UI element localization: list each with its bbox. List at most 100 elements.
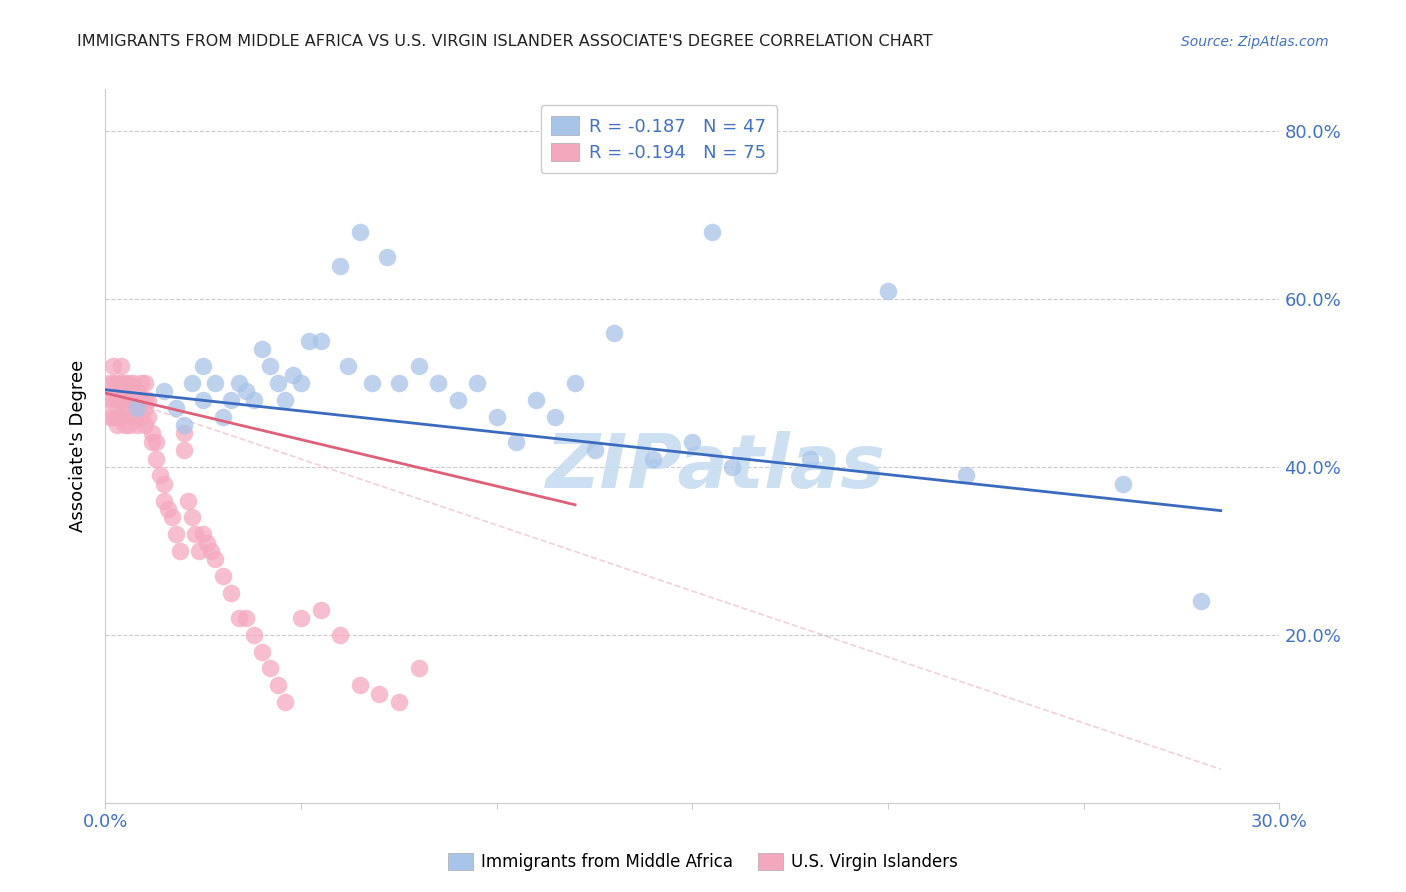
Point bbox=[193, 392, 215, 407]
Point bbox=[110, 409, 132, 424]
Point bbox=[375, 250, 398, 264]
Point bbox=[118, 417, 141, 432]
Point bbox=[180, 510, 202, 524]
Point bbox=[98, 409, 121, 424]
Point bbox=[98, 376, 121, 390]
Point bbox=[700, 225, 723, 239]
Point bbox=[141, 426, 163, 441]
Point bbox=[583, 443, 606, 458]
Point bbox=[138, 409, 160, 424]
Point bbox=[266, 678, 288, 692]
Legend: Immigrants from Middle Africa, U.S. Virgin Islanders: Immigrants from Middle Africa, U.S. Virg… bbox=[440, 845, 966, 880]
Point bbox=[643, 451, 665, 466]
Point bbox=[388, 376, 411, 390]
Point bbox=[298, 334, 321, 348]
Point bbox=[125, 401, 148, 416]
Point bbox=[129, 392, 152, 407]
Point bbox=[134, 401, 156, 416]
Point bbox=[243, 628, 266, 642]
Point bbox=[173, 443, 195, 458]
Point bbox=[105, 376, 128, 390]
Point bbox=[145, 434, 167, 449]
Point bbox=[149, 468, 172, 483]
Point bbox=[103, 359, 125, 374]
Point bbox=[105, 417, 128, 432]
Point bbox=[160, 510, 183, 524]
Point bbox=[211, 569, 233, 583]
Point bbox=[564, 376, 586, 390]
Point bbox=[235, 611, 257, 625]
Point bbox=[427, 376, 450, 390]
Point bbox=[485, 409, 508, 424]
Point bbox=[153, 493, 176, 508]
Point bbox=[110, 359, 132, 374]
Point bbox=[228, 611, 250, 625]
Point bbox=[329, 628, 352, 642]
Point bbox=[408, 359, 430, 374]
Point bbox=[110, 392, 132, 407]
Point bbox=[173, 417, 195, 432]
Point bbox=[290, 611, 312, 625]
Point bbox=[103, 376, 125, 390]
Point bbox=[250, 645, 273, 659]
Point bbox=[955, 468, 977, 483]
Point bbox=[103, 392, 125, 407]
Point bbox=[408, 661, 430, 675]
Point bbox=[184, 527, 207, 541]
Point bbox=[125, 384, 148, 399]
Point bbox=[720, 460, 742, 475]
Point bbox=[219, 392, 242, 407]
Point bbox=[204, 376, 226, 390]
Point bbox=[121, 409, 143, 424]
Point bbox=[134, 376, 156, 390]
Point bbox=[118, 376, 141, 390]
Point bbox=[129, 376, 152, 390]
Y-axis label: Associate's Degree: Associate's Degree bbox=[69, 359, 87, 533]
Point bbox=[134, 392, 156, 407]
Point bbox=[1189, 594, 1212, 608]
Point bbox=[505, 434, 527, 449]
Point bbox=[134, 417, 156, 432]
Point bbox=[235, 384, 257, 399]
Point bbox=[200, 544, 222, 558]
Point bbox=[211, 409, 233, 424]
Point bbox=[309, 334, 332, 348]
Text: Source: ZipAtlas.com: Source: ZipAtlas.com bbox=[1181, 35, 1329, 49]
Point bbox=[118, 392, 141, 407]
Point bbox=[165, 401, 187, 416]
Point bbox=[105, 409, 128, 424]
Point bbox=[153, 476, 176, 491]
Point bbox=[446, 392, 468, 407]
Point bbox=[110, 376, 132, 390]
Point bbox=[193, 527, 215, 541]
Point bbox=[360, 376, 382, 390]
Point bbox=[259, 359, 281, 374]
Point bbox=[98, 392, 121, 407]
Point bbox=[180, 376, 202, 390]
Legend: R = -0.187   N = 47, R = -0.194   N = 75: R = -0.187 N = 47, R = -0.194 N = 75 bbox=[541, 105, 778, 173]
Point bbox=[219, 586, 242, 600]
Point bbox=[165, 527, 187, 541]
Point bbox=[114, 401, 136, 416]
Point bbox=[129, 409, 152, 424]
Point bbox=[243, 392, 266, 407]
Point bbox=[204, 552, 226, 566]
Point bbox=[309, 603, 332, 617]
Point bbox=[114, 417, 136, 432]
Text: IMMIGRANTS FROM MIDDLE AFRICA VS U.S. VIRGIN ISLANDER ASSOCIATE'S DEGREE CORRELA: IMMIGRANTS FROM MIDDLE AFRICA VS U.S. VI… bbox=[77, 34, 934, 49]
Point bbox=[153, 384, 176, 399]
Point bbox=[157, 502, 180, 516]
Point bbox=[145, 451, 167, 466]
Point bbox=[259, 661, 281, 675]
Point bbox=[266, 376, 288, 390]
Point bbox=[274, 695, 297, 709]
Point bbox=[173, 426, 195, 441]
Point bbox=[121, 376, 143, 390]
Point bbox=[228, 376, 250, 390]
Point bbox=[103, 409, 125, 424]
Point bbox=[290, 376, 312, 390]
Point bbox=[250, 343, 273, 357]
Point bbox=[121, 392, 143, 407]
Point bbox=[188, 544, 211, 558]
Point bbox=[877, 284, 900, 298]
